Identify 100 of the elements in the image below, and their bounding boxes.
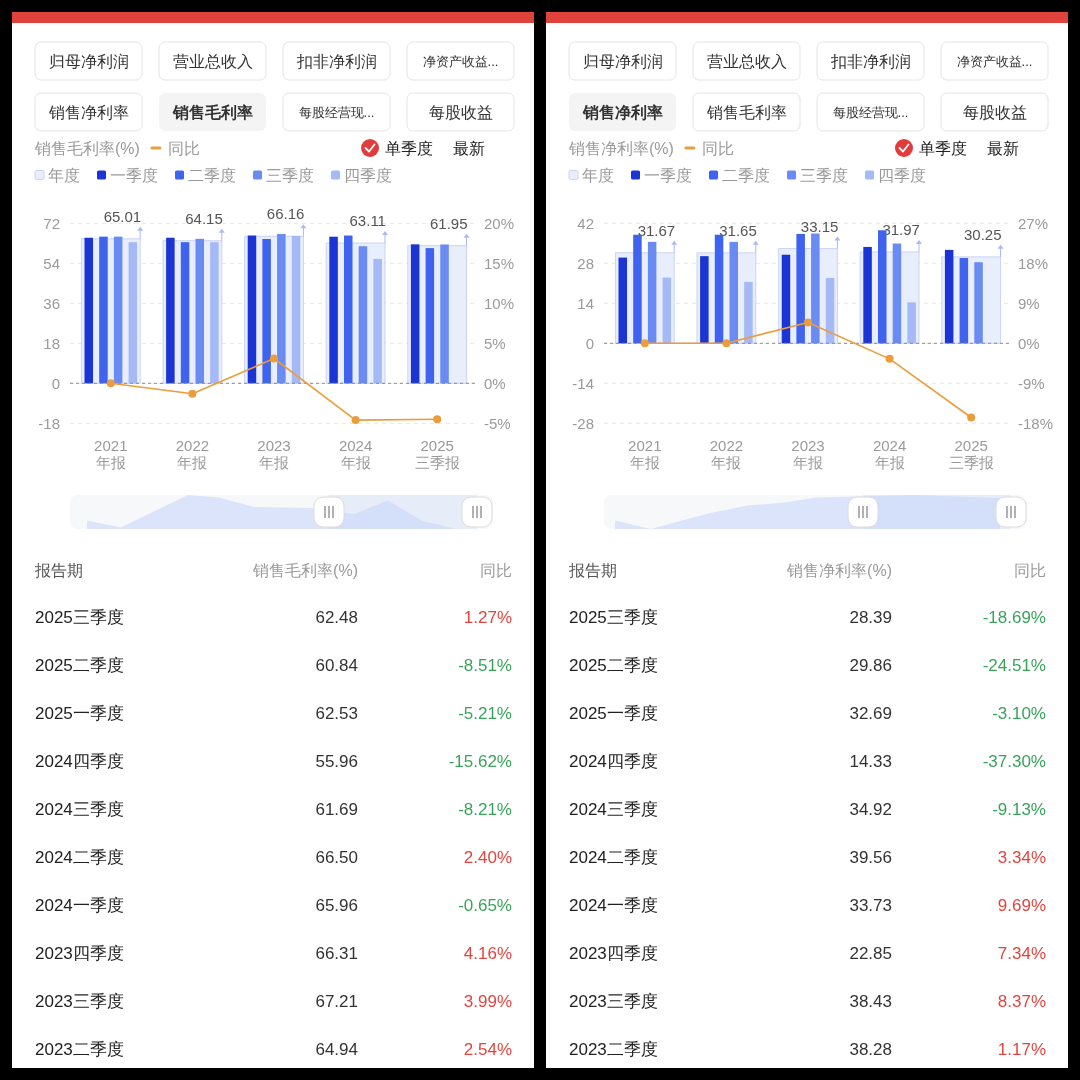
legend-label: 二季度 bbox=[722, 166, 770, 184]
category-label: 销售毛利率 bbox=[705, 103, 787, 121]
category-label: 2024三季度 bbox=[569, 799, 658, 819]
data-label: 4.16% bbox=[463, 943, 512, 963]
data-label: 61.95 bbox=[430, 214, 468, 232]
point bbox=[804, 318, 812, 327]
bar bbox=[166, 237, 175, 384]
y-tick-label: 72 bbox=[43, 214, 60, 232]
data-label: 66.31 bbox=[315, 943, 358, 963]
bar bbox=[892, 243, 902, 344]
data-label: 1.27% bbox=[463, 607, 512, 627]
bar bbox=[633, 234, 642, 344]
data-label: 65.96 bbox=[315, 895, 358, 915]
category-label: 2024二季度 bbox=[569, 847, 658, 867]
category-label: 2024一季度 bbox=[569, 895, 658, 915]
text: 最新 bbox=[453, 139, 485, 157]
bar bbox=[974, 262, 983, 344]
x-tick-label: 2025 三季报 bbox=[414, 436, 460, 471]
text: 同比 bbox=[480, 561, 512, 579]
category-label: 每股经营现... bbox=[832, 104, 909, 120]
bar bbox=[796, 233, 805, 344]
bar bbox=[729, 241, 738, 344]
category-label: 2023二季度 bbox=[569, 1039, 658, 1059]
bar bbox=[944, 249, 954, 344]
legend-label: 四季度 bbox=[344, 166, 392, 184]
bar bbox=[825, 278, 835, 344]
legend-label: 四季度 bbox=[878, 166, 926, 184]
data-label: 8.37% bbox=[997, 991, 1046, 1011]
category-label: 2025一季度 bbox=[35, 703, 124, 723]
bar bbox=[811, 233, 820, 344]
y-tick-label: 0 bbox=[585, 334, 594, 352]
y-tick-label: 28 bbox=[577, 254, 594, 272]
data-label: 30.25 bbox=[964, 225, 1002, 243]
bar bbox=[84, 237, 94, 384]
y2-tick-label: 5% bbox=[484, 334, 506, 352]
text: 同比 bbox=[1014, 561, 1046, 579]
legend-label: 三季度 bbox=[266, 166, 314, 184]
legend-label: 同比 bbox=[167, 139, 200, 157]
category-label: 每股收益 bbox=[962, 103, 1027, 121]
y2-tick-label: 20% bbox=[484, 214, 515, 232]
data-label: 33.15 bbox=[800, 217, 839, 235]
data-label: 33.73 bbox=[849, 895, 892, 915]
category-label: 净资产收益... bbox=[956, 53, 1033, 69]
point bbox=[885, 354, 894, 363]
legend-label: 同比 bbox=[701, 139, 734, 157]
x-tick-label: 2022 年报 bbox=[709, 436, 744, 471]
data-label: 14.33 bbox=[849, 751, 892, 771]
data-label: 22.85 bbox=[849, 943, 892, 963]
bar bbox=[180, 242, 190, 384]
data-label: 66.50 bbox=[315, 847, 358, 867]
bar bbox=[618, 257, 628, 344]
data-label: 66.16 bbox=[266, 204, 305, 222]
x-tick-label: 2021 年报 bbox=[94, 436, 128, 471]
data-label: 32.69 bbox=[849, 703, 892, 723]
bar bbox=[700, 256, 709, 344]
data-label: -8.21% bbox=[458, 799, 512, 819]
bar bbox=[907, 302, 916, 344]
point bbox=[270, 354, 278, 363]
y2-tick-label: 0% bbox=[484, 374, 506, 392]
data-label: -37.30% bbox=[982, 751, 1046, 771]
text: 销售毛利率(%) bbox=[252, 561, 358, 579]
category-label: 2024四季度 bbox=[35, 751, 124, 771]
category-label: 扣非净利润 bbox=[295, 52, 377, 70]
bar bbox=[425, 248, 435, 384]
y2-tick-label: 27% bbox=[1018, 214, 1049, 232]
legend-label: 年度 bbox=[48, 166, 80, 184]
data-label: 2.54% bbox=[463, 1039, 512, 1059]
category-label: 净资产收益... bbox=[422, 53, 499, 69]
y-tick-label: -28 bbox=[572, 414, 594, 432]
data-label: 29.86 bbox=[849, 655, 892, 675]
legend-label: 一季度 bbox=[110, 166, 158, 184]
category-label: 2025三季度 bbox=[569, 607, 658, 627]
x-tick-label: 2024 年报 bbox=[872, 436, 907, 471]
data-label: -0.65% bbox=[458, 895, 512, 915]
y-tick-label: 14 bbox=[577, 294, 594, 312]
point bbox=[188, 389, 197, 398]
data-label: 62.53 bbox=[315, 703, 358, 723]
bar bbox=[662, 277, 672, 344]
text: 销售净利率(%) bbox=[786, 561, 892, 579]
data-label: 1.17% bbox=[997, 1039, 1046, 1059]
point bbox=[433, 415, 442, 424]
y2-tick-label: 0% bbox=[1018, 334, 1040, 352]
category-label: 营业总收入 bbox=[706, 52, 787, 70]
point bbox=[351, 416, 360, 425]
data-label: 31.97 bbox=[882, 220, 920, 238]
category-label: 归母净利润 bbox=[48, 52, 129, 70]
data-label: 63.11 bbox=[349, 211, 386, 229]
y2-tick-label: 9% bbox=[1018, 294, 1040, 312]
data-label: 31.65 bbox=[719, 221, 757, 239]
data-label: 31.67 bbox=[637, 221, 676, 239]
data-label: 55.96 bbox=[315, 751, 358, 771]
legend-label: 一季度 bbox=[644, 166, 692, 184]
y2-tick-label: 15% bbox=[484, 254, 515, 272]
point bbox=[106, 379, 115, 388]
category-label: 2025二季度 bbox=[35, 655, 124, 675]
y-tick-label: -14 bbox=[572, 374, 594, 392]
y2-tick-label: 18% bbox=[1018, 254, 1049, 272]
category-label: 2023三季度 bbox=[569, 991, 658, 1011]
data-label: 3.34% bbox=[997, 847, 1046, 867]
data-label: -8.51% bbox=[458, 655, 512, 675]
